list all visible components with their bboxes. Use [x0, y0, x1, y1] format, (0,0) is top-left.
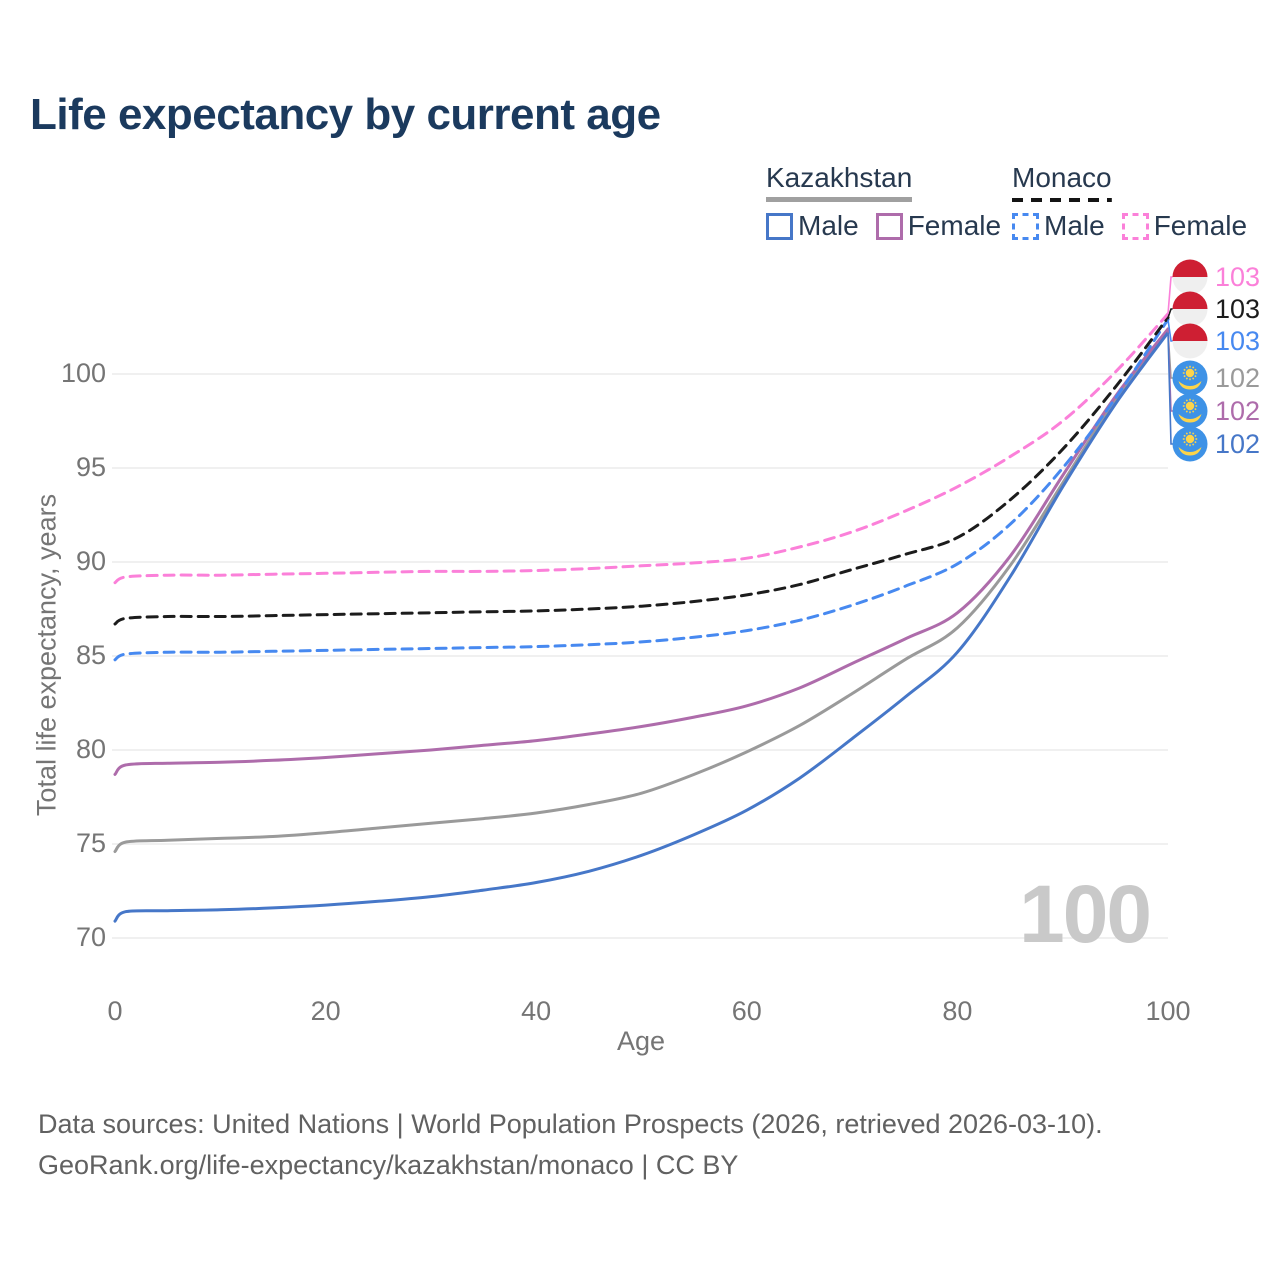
- legend-label: Male: [1044, 210, 1105, 241]
- kazakhstan-flag-icon: [1172, 426, 1208, 462]
- monaco-male-swatch: [1012, 212, 1039, 240]
- data-source-line: Data sources: United Nations | World Pop…: [38, 1109, 1103, 1139]
- legend-country-monaco: Monaco: [1012, 162, 1112, 202]
- series-line-kazakhstan-male[interactable]: [113, 331, 1170, 923]
- gridlines: [112, 373, 1168, 939]
- x-axis-title: Age: [616, 1026, 666, 1056]
- monaco-female-swatch: [1121, 212, 1149, 240]
- monaco-flag-icon: [1172, 323, 1208, 359]
- legend-group-kazakhstan: Kazakhstan Male Female: [766, 162, 1001, 242]
- legend-label: Female: [1153, 210, 1248, 241]
- footer: Data sources: United Nations | World Pop…: [38, 1104, 1103, 1186]
- end-value: 102: [1215, 428, 1261, 459]
- legend-item-monaco-male[interactable]: Male: [1012, 210, 1105, 242]
- legend-label: Female: [907, 210, 1002, 241]
- kazakhstan-flag-icon: [1172, 360, 1208, 396]
- kazakhstan-female-swatch: [875, 212, 903, 240]
- y-tick-80: 80: [75, 734, 106, 764]
- legend-group-monaco: Monaco Male Female: [1012, 162, 1247, 242]
- legend-item-kazakhstan-male[interactable]: Male: [766, 210, 859, 242]
- series-lines: [113, 312, 1170, 923]
- x-tick-20: 20: [310, 996, 341, 1026]
- page-title: Life expectancy by current age: [30, 90, 661, 139]
- x-tick-40: 40: [521, 996, 552, 1026]
- legend-item-kazakhstan-female[interactable]: Female: [875, 210, 1002, 242]
- y-tick-90: 90: [75, 546, 106, 576]
- x-tick-80: 80: [942, 996, 973, 1026]
- end-value: 103: [1215, 261, 1261, 292]
- end-label-monaco-male: 103: [1172, 323, 1260, 359]
- end-label-kazakhstan-female: 102: [1172, 393, 1260, 429]
- end-label-kazakhstan-both-sexes: 102: [1172, 360, 1260, 396]
- legend-country-kazakhstan: Kazakhstan: [766, 162, 913, 202]
- x-tick-60: 60: [731, 996, 762, 1026]
- y-tick-95: 95: [75, 452, 106, 482]
- kazakhstan-male-swatch: [766, 212, 793, 240]
- end-value: 102: [1215, 362, 1261, 393]
- watermark-age-100: 100: [1019, 869, 1150, 960]
- end-label-kazakhstan-male: 102: [1172, 426, 1260, 462]
- source-link[interactable]: GeoRank.org/life-expectancy/kazakhstan/m…: [38, 1150, 634, 1180]
- series-line-kazakhstan-both-sexes[interactable]: [113, 329, 1170, 853]
- y-tick-85: 85: [75, 640, 106, 670]
- y-axis-title: Total life expectancy, years: [31, 493, 62, 817]
- end-value: 103: [1215, 293, 1261, 324]
- y-tick-70: 70: [75, 922, 106, 952]
- end-label-monaco-female: 103: [1172, 259, 1260, 295]
- series-line-kazakhstan-female[interactable]: [113, 327, 1170, 776]
- x-tick-100: 100: [1145, 996, 1191, 1026]
- series-line-monaco-male[interactable]: [113, 318, 1170, 662]
- license-text: | CC BY: [633, 1150, 739, 1180]
- legend-label: Male: [798, 210, 859, 241]
- end-label-monaco-both-sexes: 103: [1172, 291, 1260, 327]
- monaco-flag-icon: [1172, 259, 1208, 295]
- x-tick-0: 0: [107, 996, 123, 1026]
- y-tick-100: 100: [60, 358, 106, 388]
- end-value: 102: [1215, 395, 1261, 426]
- legend-item-monaco-female[interactable]: Female: [1121, 210, 1248, 242]
- monaco-flag-icon: [1172, 291, 1208, 327]
- series-line-monaco-female[interactable]: [113, 312, 1170, 585]
- kazakhstan-flag-icon: [1172, 393, 1208, 429]
- y-tick-75: 75: [75, 828, 106, 858]
- series-line-monaco-both-sexes[interactable]: [113, 316, 1170, 626]
- end-value: 103: [1215, 325, 1261, 356]
